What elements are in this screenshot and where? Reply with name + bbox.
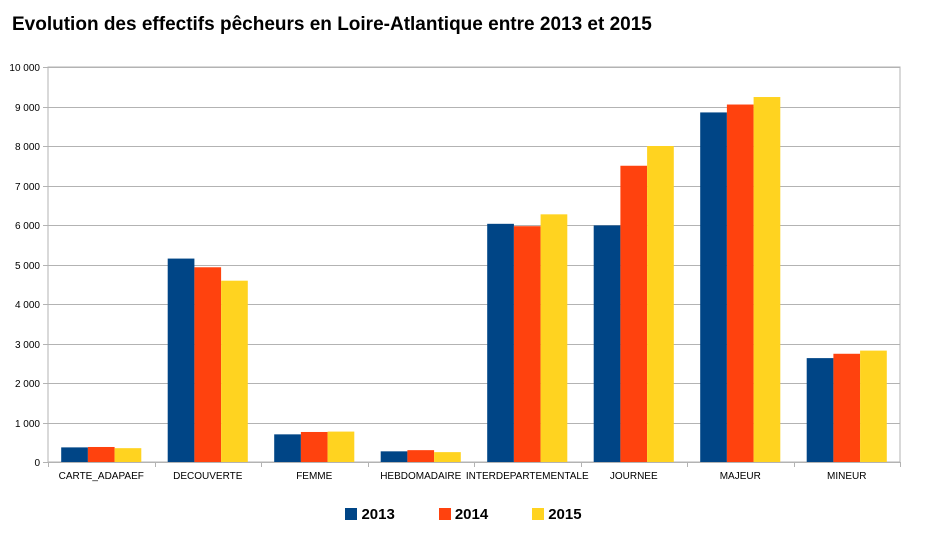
bar-2015-femme [327, 431, 355, 462]
y-tick-label: 0 [34, 458, 40, 469]
bar-2013-mineur [806, 358, 834, 462]
y-tick-label: 10 000 [9, 63, 40, 74]
x-tick-label: DECOUVERTE [173, 471, 243, 482]
legend-swatch [438, 508, 451, 520]
x-tick-label: HEBDOMADAIRE [380, 471, 461, 482]
y-tick-label: 9 000 [15, 103, 40, 114]
bar-2015-majeur [753, 97, 781, 463]
bar-2014-hebdomadaire [407, 450, 435, 462]
y-tick-label: 6 000 [15, 221, 40, 232]
y-tick-label: 7 000 [15, 182, 40, 193]
y-tick-label: 4 000 [15, 300, 40, 311]
bar-2015-mineur [860, 350, 887, 462]
bar-2013-majeur [700, 112, 727, 463]
bar-2013-hebdomadaire [380, 451, 408, 462]
bar-2013-interdepartementale [487, 223, 514, 462]
legend-item-2013: 2013 [345, 506, 395, 523]
x-tick-label: MINEUR [827, 471, 866, 482]
y-tick-label: 3 000 [15, 340, 40, 351]
bar-2014-decouverte [194, 267, 222, 462]
bar-2015-journee [647, 146, 674, 462]
bars [61, 97, 887, 463]
legend-label: 2013 [361, 506, 395, 523]
bar-2014-carte_adapaef [87, 446, 115, 462]
legend: 2013 2014 2015 [0, 506, 927, 523]
bar-2015-hebdomadaire [434, 452, 461, 462]
bar-2015-interdepartementale [540, 214, 568, 462]
legend-swatch [345, 508, 358, 520]
x-tick-label: INTERDEPARTEMENTALE [466, 471, 589, 482]
bar-2014-femme [300, 431, 328, 462]
bar-2014-mineur [833, 353, 861, 462]
y-tick-label: 8 000 [15, 142, 40, 153]
legend-item-2014: 2014 [438, 506, 489, 523]
chart-title: Evolution des effectifs pêcheurs en Loir… [12, 14, 652, 35]
legend-item-2015: 2015 [532, 506, 582, 523]
bar-2014-majeur [726, 104, 754, 463]
x-tick-label: FEMME [296, 471, 332, 482]
bar-2013-femme [274, 434, 301, 462]
bar-2014-interdepartementale [513, 226, 541, 462]
bar-2015-decouverte [221, 280, 248, 462]
y-tick-label: 2 000 [15, 379, 40, 390]
bar-2014-journee [620, 165, 648, 462]
bar-2015-carte_adapaef [114, 448, 142, 462]
bar-2013-decouverte [167, 258, 195, 462]
legend-label: 2015 [548, 506, 582, 523]
legend-swatch [532, 508, 545, 520]
x-tick-label: CARTE_ADAPAEF [59, 471, 144, 482]
y-tick-label: 1 000 [15, 419, 40, 430]
bar-2013-journee [593, 225, 621, 462]
x-tick-label: MAJEUR [720, 471, 761, 482]
legend-label: 2014 [454, 506, 489, 523]
bar-2013-carte_adapaef [61, 447, 88, 462]
x-tick-label: JOURNEE [610, 471, 658, 482]
axes: 0 1 000 2 000 3 000 4 000 5 000 6 000 7 000 8 00… [9, 63, 901, 482]
y-tick-label: 5 000 [15, 261, 40, 272]
